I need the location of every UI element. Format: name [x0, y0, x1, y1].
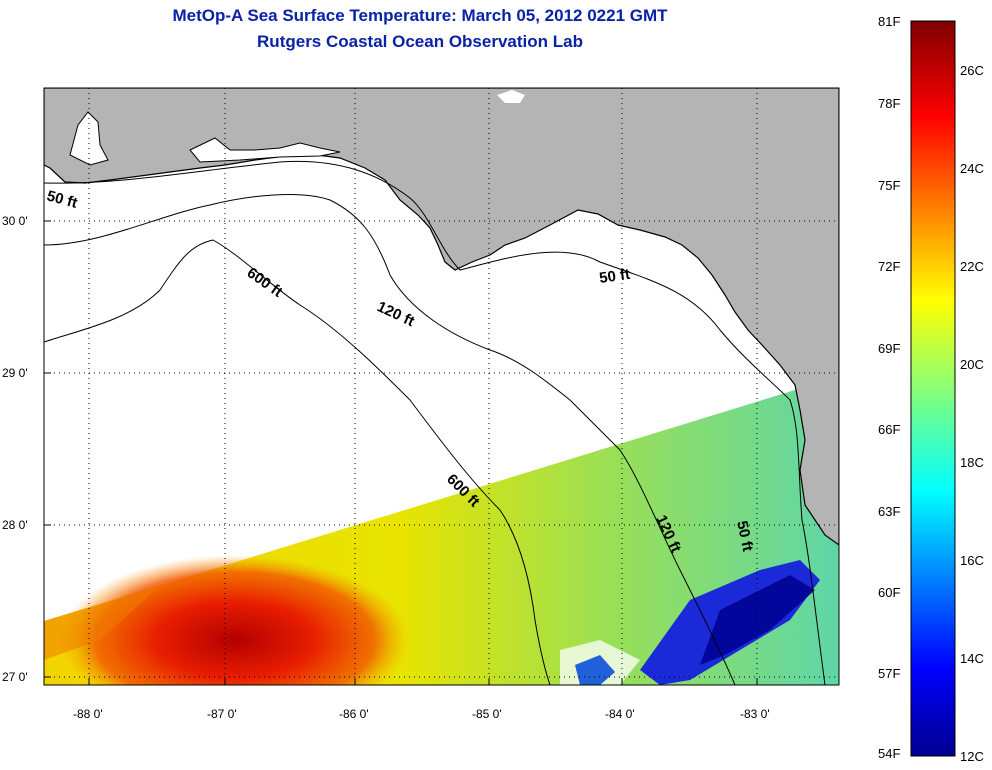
axis-ticks: [44, 220, 758, 685]
contour-600ft: [44, 239, 551, 685]
colorbar-f-label: 75F: [878, 178, 901, 193]
colorbar-c-label: 24C: [960, 161, 984, 176]
colorbar-f-label: 63F: [878, 504, 901, 519]
contour-50ft: [44, 160, 826, 685]
lon-label: -85 0': [472, 707, 502, 721]
map-subtitle: Rutgers Coastal Ocean Observation Lab: [257, 32, 583, 51]
colorbar-f-label: 66F: [878, 422, 901, 437]
lon-label: -86 0': [339, 707, 369, 721]
coastal-lagoon: [189, 137, 341, 163]
contour-120ft: [44, 194, 736, 685]
colorbar-f-label: 54F: [878, 746, 901, 761]
colorbar-c-label: 18C: [960, 455, 984, 470]
lon-label: -87 0': [207, 707, 237, 721]
lat-label: 28 0': [2, 518, 28, 532]
colorbar-f-label: 57F: [878, 666, 901, 681]
colorbar-c-label: 20C: [960, 357, 984, 372]
colorbar: [910, 20, 956, 757]
cold-water-streaks: [700, 575, 815, 665]
contour-label-50ft-east: 50 ft: [598, 266, 631, 287]
map-title: MetOp-A Sea Surface Temperature: March 0…: [172, 6, 668, 25]
colorbar-c-label: 12C: [960, 749, 984, 764]
contour-label-50ft-south: 50 ft: [733, 519, 756, 553]
land: [44, 88, 839, 546]
colorbar-c-label: 14C: [960, 651, 984, 666]
warm-western-band: [44, 586, 160, 660]
map-frame: [43, 87, 840, 686]
lon-label: -84 0': [605, 707, 635, 721]
colorbar-f-label: 60F: [878, 585, 901, 600]
colorbar-f-label: 81F: [878, 14, 901, 29]
colorbar-c-label: 22C: [960, 259, 984, 274]
lat-label: 30 0': [2, 214, 28, 228]
lon-label: -88 0': [73, 707, 103, 721]
lon-label: -83 0': [740, 707, 770, 721]
inland-lake: [497, 90, 525, 103]
warm-water-core: [60, 555, 410, 685]
colorbar-c-label: 26C: [960, 63, 984, 78]
colorbar-f-label: 69F: [878, 341, 901, 356]
colorbar-f-label: 78F: [878, 96, 901, 111]
lat-label: 29 0': [2, 366, 28, 380]
lat-label: 27 0': [2, 670, 28, 684]
colorbar-f-label: 72F: [878, 259, 901, 274]
colorbar-c-label: 16C: [960, 553, 984, 568]
